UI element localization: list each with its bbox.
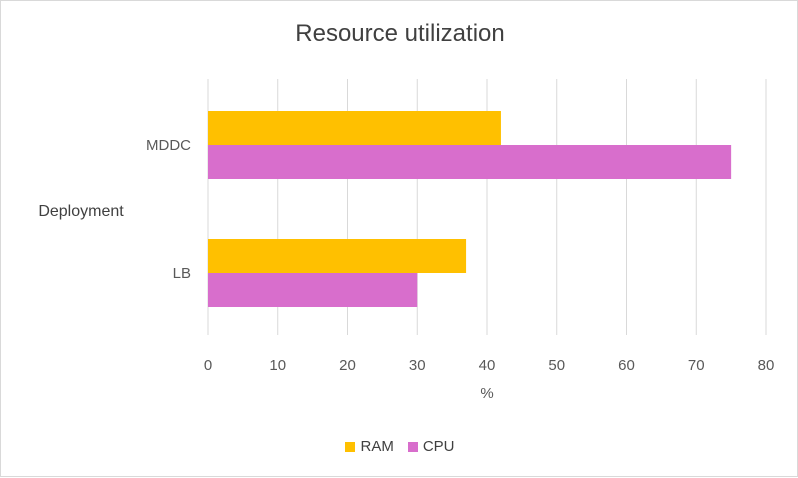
x-tick-label: 30 [409, 357, 426, 374]
y-tick-label: LB [173, 265, 191, 282]
y-axis-label: Deployment [38, 203, 124, 220]
x-tick-label: 70 [688, 357, 705, 374]
x-tick-label: 40 [479, 357, 496, 374]
bar-ram-lb [208, 239, 467, 273]
legend-swatch [407, 441, 418, 452]
legend-label: CPU [422, 438, 455, 455]
legend-item-ram: RAM [345, 438, 394, 455]
x-tick-label: 20 [339, 357, 356, 374]
x-axis-label: % [480, 385, 493, 402]
x-tick-label: 0 [204, 357, 212, 374]
legend-item-cpu: CPU [407, 438, 455, 455]
bar-cpu-lb [208, 273, 418, 307]
y-tick-label: MDDC [146, 137, 191, 154]
legend-label: RAM [360, 438, 394, 455]
legend-swatch [345, 441, 356, 452]
x-tick-label: 80 [758, 357, 775, 374]
x-tick-label: 10 [269, 357, 286, 374]
x-tick-label: 60 [618, 357, 635, 374]
bar-ram-mddc [208, 111, 501, 145]
chart-title: Resource utilization [295, 20, 505, 47]
bar-cpu-mddc [208, 145, 732, 179]
x-tick-label: 50 [548, 357, 565, 374]
chart-legend: RAM CPU [1, 438, 798, 455]
